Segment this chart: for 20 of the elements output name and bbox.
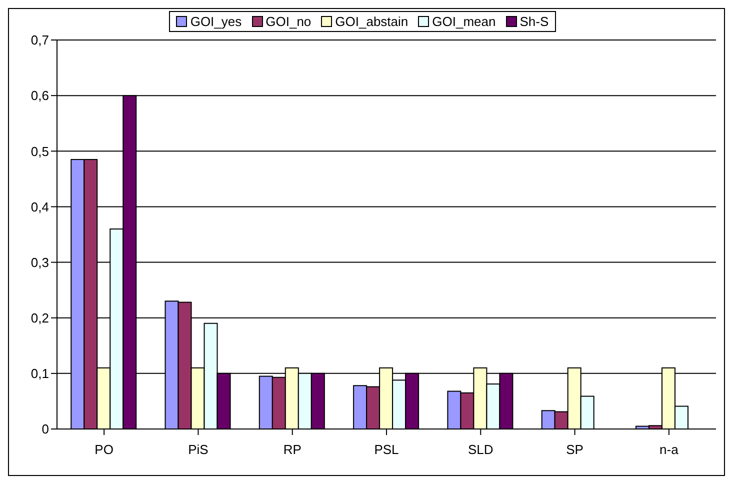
legend-label: GOI_no	[266, 14, 312, 29]
legend-label: GOI_abstain	[335, 14, 408, 29]
y-tick-label: 0	[42, 422, 49, 437]
x-tick-label: SLD	[468, 442, 494, 458]
x-tick-label: PSL	[374, 442, 399, 458]
legend-label: GOI_mean	[432, 14, 496, 29]
x-tick-label: PO	[94, 442, 114, 458]
y-tick-label: 0,3	[30, 254, 49, 270]
x-tick-label: n-a	[660, 442, 680, 458]
y-tick-label: 0,7	[30, 32, 49, 48]
x-tick-label: PiS	[188, 442, 209, 458]
y-tick-label: 0,6	[30, 88, 49, 104]
x-tick-label: RP	[283, 442, 302, 458]
x-tick-label: SP	[566, 442, 584, 458]
y-tick-label: 0,4	[30, 199, 49, 214]
legend-label: GOI_yes	[190, 14, 242, 29]
y-tick-label: 0,1	[30, 366, 49, 382]
y-tick-label: 0,2	[30, 310, 49, 326]
y-tick-label: 0,5	[30, 144, 49, 159]
legend-label: Sh-S	[520, 14, 549, 29]
